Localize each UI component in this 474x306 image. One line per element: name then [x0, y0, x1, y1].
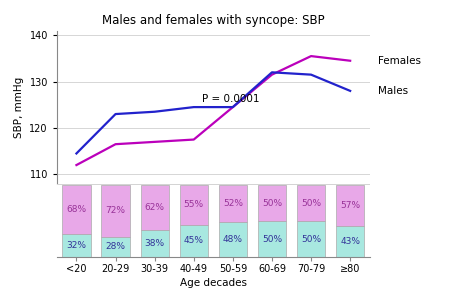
Text: 48%: 48%: [223, 235, 243, 244]
Text: 50%: 50%: [301, 199, 321, 207]
Text: Females: Females: [378, 56, 421, 66]
Y-axis label: SBP, mmHg: SBP, mmHg: [14, 76, 24, 138]
Title: Males and females with syncope: SBP: Males and females with syncope: SBP: [102, 14, 325, 27]
Text: 50%: 50%: [262, 234, 282, 244]
Text: 50%: 50%: [262, 199, 282, 207]
Bar: [336, 226, 364, 257]
Bar: [219, 185, 247, 222]
Text: 43%: 43%: [340, 237, 360, 246]
Text: 28%: 28%: [106, 242, 126, 252]
Bar: [141, 185, 169, 230]
Bar: [180, 225, 208, 257]
Text: 38%: 38%: [145, 239, 164, 248]
Text: 57%: 57%: [340, 201, 360, 210]
Bar: [258, 221, 286, 257]
X-axis label: Age decades: Age decades: [180, 278, 247, 288]
Text: 50%: 50%: [301, 234, 321, 244]
Text: Males: Males: [378, 86, 408, 96]
Text: 72%: 72%: [106, 207, 126, 215]
Text: P = 0.0001: P = 0.0001: [201, 95, 259, 104]
Text: 52%: 52%: [223, 199, 243, 208]
Text: 62%: 62%: [145, 203, 164, 212]
Text: 45%: 45%: [184, 236, 204, 245]
Text: 55%: 55%: [184, 200, 204, 209]
Bar: [297, 185, 325, 221]
Text: 32%: 32%: [66, 241, 86, 250]
Bar: [336, 185, 364, 226]
Bar: [219, 222, 247, 257]
Bar: [101, 237, 129, 257]
Text: 68%: 68%: [66, 205, 86, 214]
Bar: [101, 185, 129, 237]
Bar: [297, 221, 325, 257]
Bar: [180, 185, 208, 225]
Bar: [63, 234, 91, 257]
Bar: [258, 185, 286, 221]
Bar: [141, 230, 169, 257]
Bar: [63, 185, 91, 234]
